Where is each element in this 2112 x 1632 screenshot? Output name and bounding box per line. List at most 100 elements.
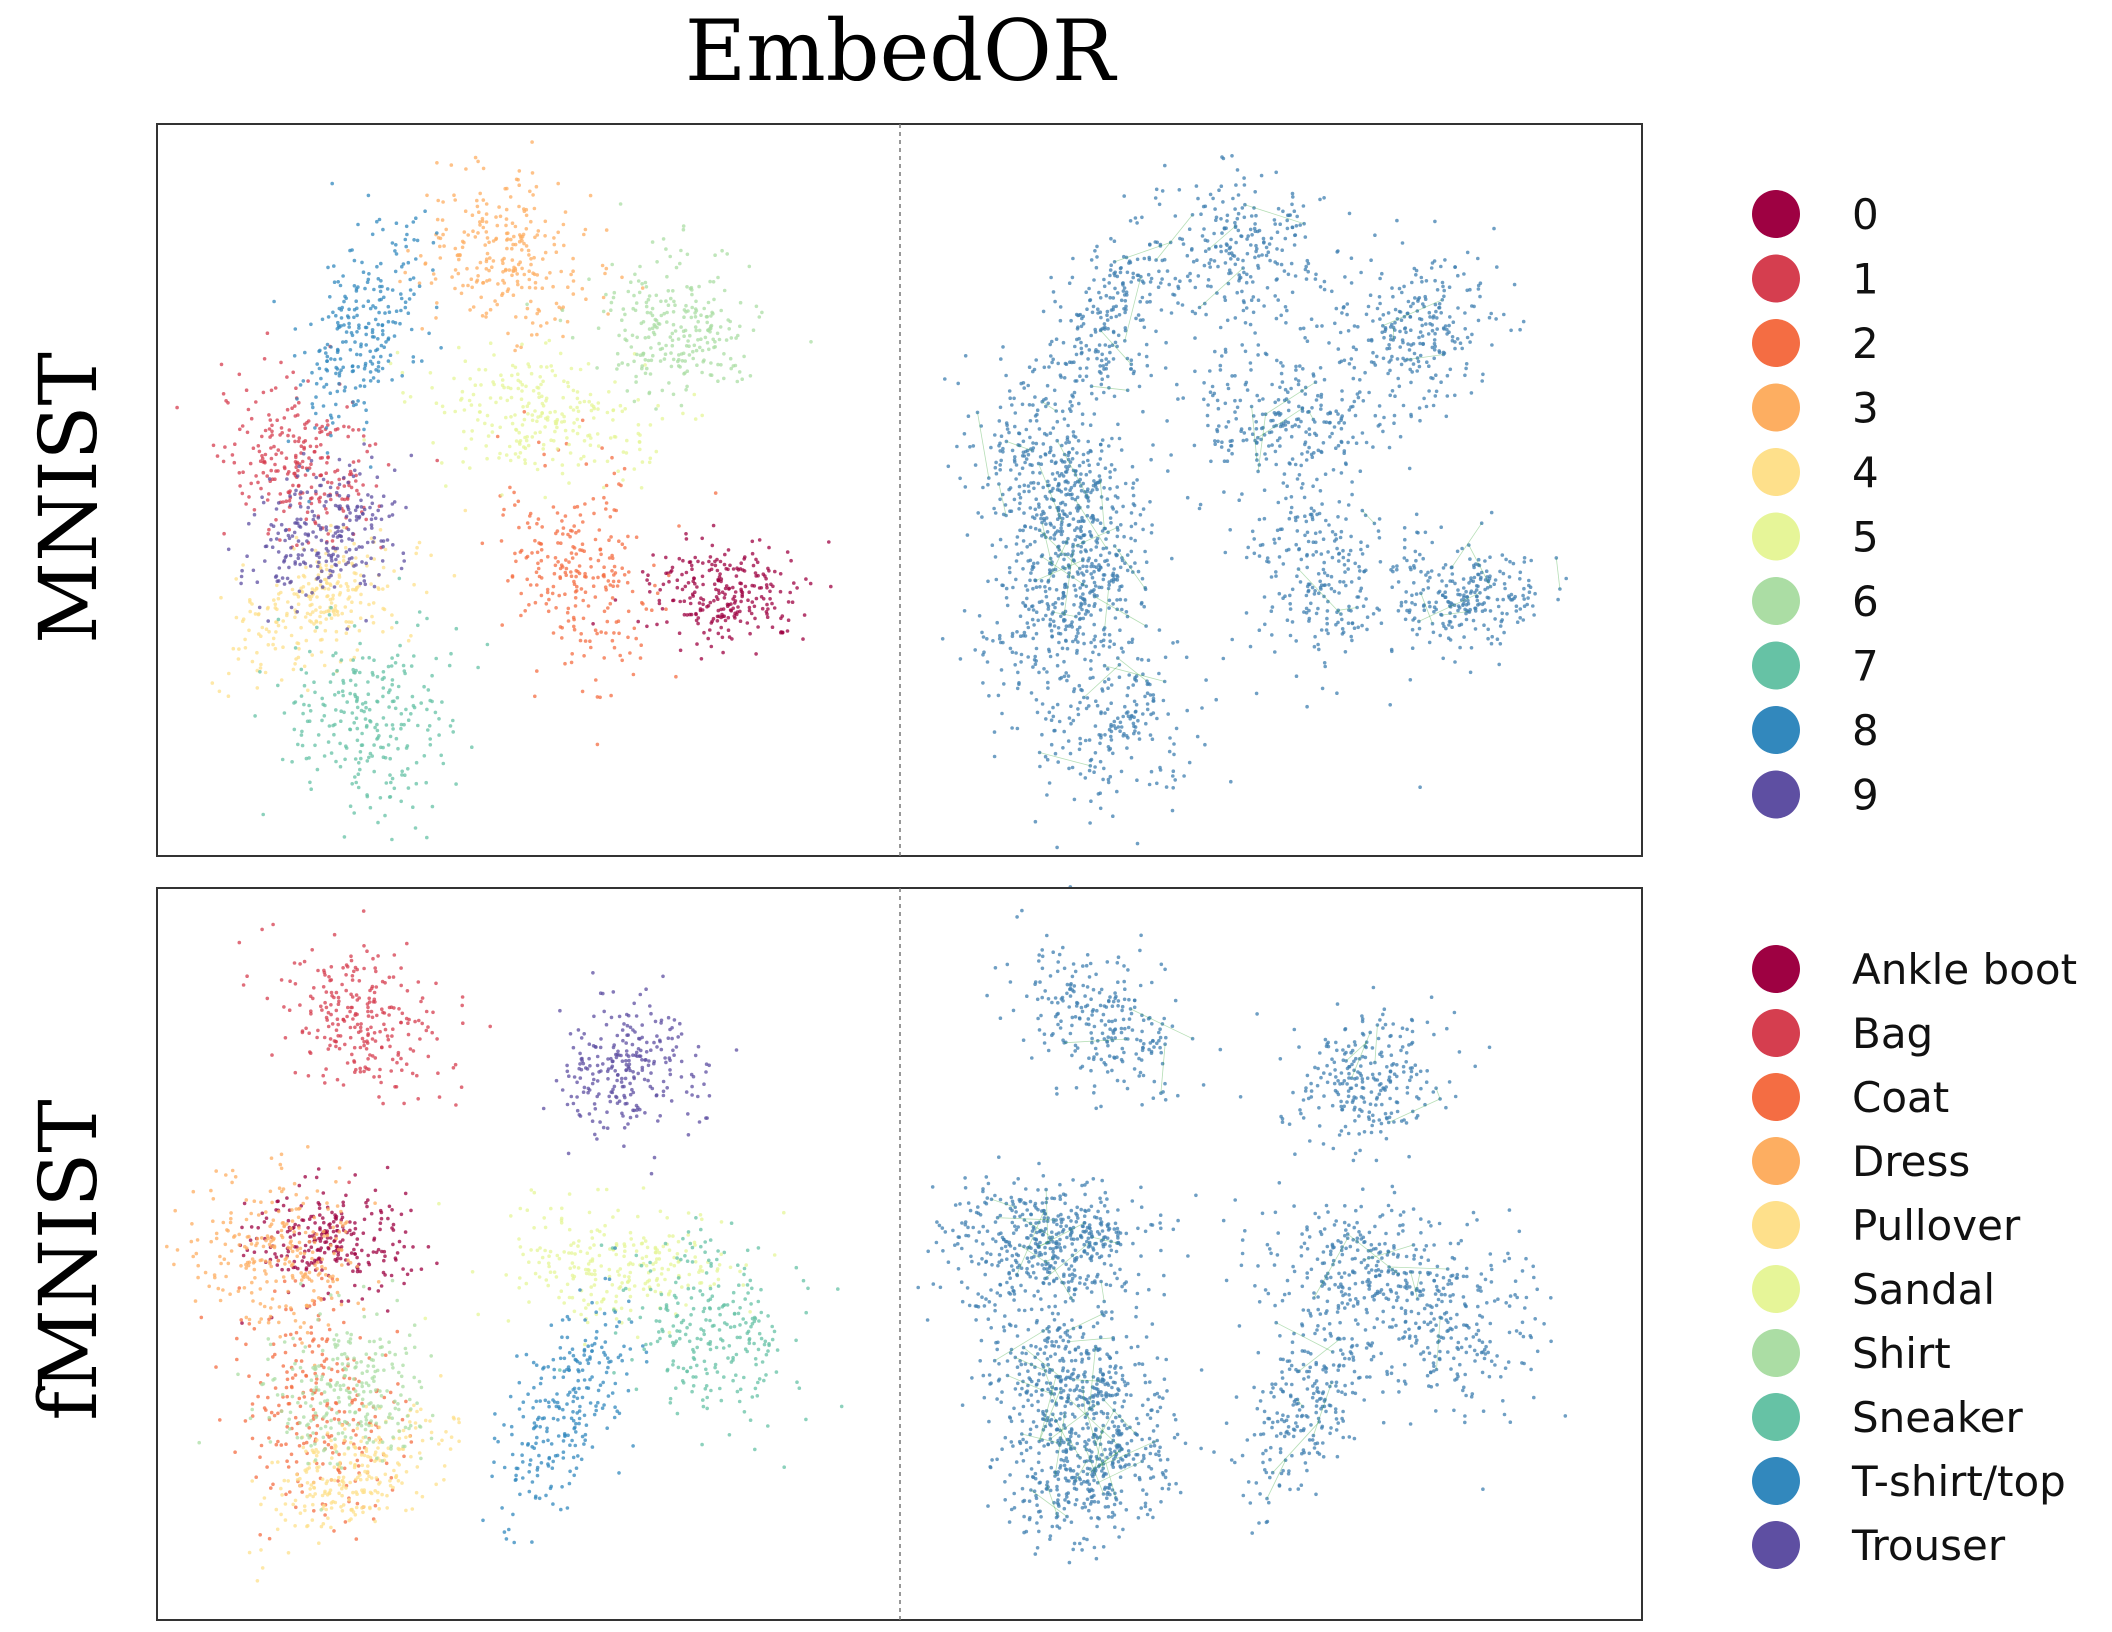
scatter-point — [1273, 541, 1277, 545]
scatter-point — [1048, 448, 1053, 453]
scatter-point — [1222, 226, 1227, 231]
scatter-point — [1518, 570, 1523, 575]
scatter-point — [1282, 269, 1287, 273]
scatter-point — [1097, 343, 1102, 347]
scatter-point — [1462, 593, 1466, 597]
scatter-point — [1107, 580, 1111, 584]
scatter-point — [1134, 702, 1139, 707]
scatter-point — [612, 508, 616, 512]
scatter-point — [668, 335, 673, 339]
scatter-point — [272, 598, 276, 602]
scatter-point — [1206, 284, 1210, 288]
scatter-point — [381, 606, 386, 611]
scatter-point — [453, 409, 458, 414]
scatter-point — [287, 428, 292, 432]
scatter-point — [996, 693, 1001, 698]
scatter-point — [694, 328, 698, 333]
scatter-point — [765, 585, 769, 590]
scatter-point — [490, 430, 495, 434]
scatter-point — [1332, 589, 1337, 594]
scatter-point — [473, 155, 478, 160]
scatter-point — [1410, 280, 1414, 285]
scatter-point — [399, 726, 403, 731]
scatter-point — [1102, 632, 1107, 637]
scatter-point — [1059, 532, 1064, 537]
scatter-point — [1314, 550, 1319, 554]
scatter-point — [1390, 354, 1394, 359]
scatter-point — [612, 631, 616, 635]
scatter-point — [588, 392, 593, 397]
scatter-point — [394, 309, 399, 314]
scatter-point — [350, 600, 354, 604]
scatter-point — [1025, 596, 1029, 601]
scatter-point — [329, 357, 333, 361]
scatter-point — [1402, 556, 1407, 560]
scatter-point — [403, 270, 408, 275]
scatter-point — [991, 639, 995, 643]
scatter-point — [1455, 549, 1460, 554]
scatter-point — [1204, 678, 1208, 682]
scatter-point — [1527, 590, 1532, 594]
scatter-point — [1453, 340, 1457, 344]
scatter-point — [1086, 439, 1090, 444]
scatter-point — [1295, 477, 1300, 481]
scatter-point — [1453, 265, 1457, 269]
scatter-point — [716, 631, 721, 636]
scatter-point — [1235, 168, 1240, 172]
scatter-point — [1303, 336, 1307, 340]
scatter-point — [329, 564, 334, 569]
scatter-point — [675, 578, 680, 582]
scatter-point — [533, 461, 537, 466]
scatter-point — [1019, 652, 1024, 657]
scatter-point — [1070, 620, 1074, 624]
scatter-point — [1053, 402, 1057, 407]
scatter-point — [355, 313, 359, 318]
scatter-point — [1061, 746, 1065, 750]
scatter-point — [1034, 659, 1038, 663]
scatter-point — [1014, 577, 1018, 582]
scatter-point — [460, 389, 465, 394]
scatter-point — [1349, 634, 1353, 639]
scatter-point — [572, 579, 576, 584]
scatter-point — [1043, 452, 1048, 457]
scatter-point — [1090, 561, 1094, 566]
scatter-point — [1203, 742, 1207, 747]
scatter-point — [1242, 176, 1246, 180]
scatter-point — [1081, 460, 1086, 465]
scatter-point — [1185, 495, 1190, 500]
scatter-point — [1360, 508, 1365, 513]
scatter-point — [560, 636, 564, 640]
scatter-point — [808, 581, 813, 586]
scatter-point — [1411, 342, 1416, 346]
scatter-point — [1334, 306, 1339, 311]
scatter-point — [720, 612, 724, 617]
scatter-point — [1004, 439, 1009, 444]
scatter-point — [353, 386, 358, 390]
scatter-point — [1242, 270, 1246, 275]
scatter-point — [558, 318, 563, 323]
scatter-point — [390, 837, 394, 842]
scatter-point — [722, 288, 727, 293]
scatter-point — [690, 567, 694, 571]
scatter-point — [440, 700, 444, 704]
scatter-point — [1153, 196, 1158, 200]
scatter-point — [1125, 553, 1130, 557]
scatter-point — [668, 570, 673, 574]
scatter-point — [410, 694, 415, 699]
scatter-point — [480, 541, 485, 546]
scatter-point — [651, 353, 655, 358]
scatter-point — [1102, 766, 1106, 771]
scatter-point — [278, 538, 282, 542]
scatter-point — [681, 351, 686, 356]
scatter-point — [287, 499, 292, 503]
scatter-point — [291, 483, 295, 488]
scatter-point — [1075, 651, 1079, 655]
scatter-point — [1060, 409, 1065, 414]
scatter-point — [289, 633, 294, 638]
scatter-point — [720, 590, 725, 594]
scatter-point — [1148, 242, 1152, 247]
scatter-point — [375, 699, 379, 704]
scatter-point — [299, 625, 303, 630]
scatter-point — [370, 501, 375, 506]
scatter-point — [1266, 250, 1271, 254]
